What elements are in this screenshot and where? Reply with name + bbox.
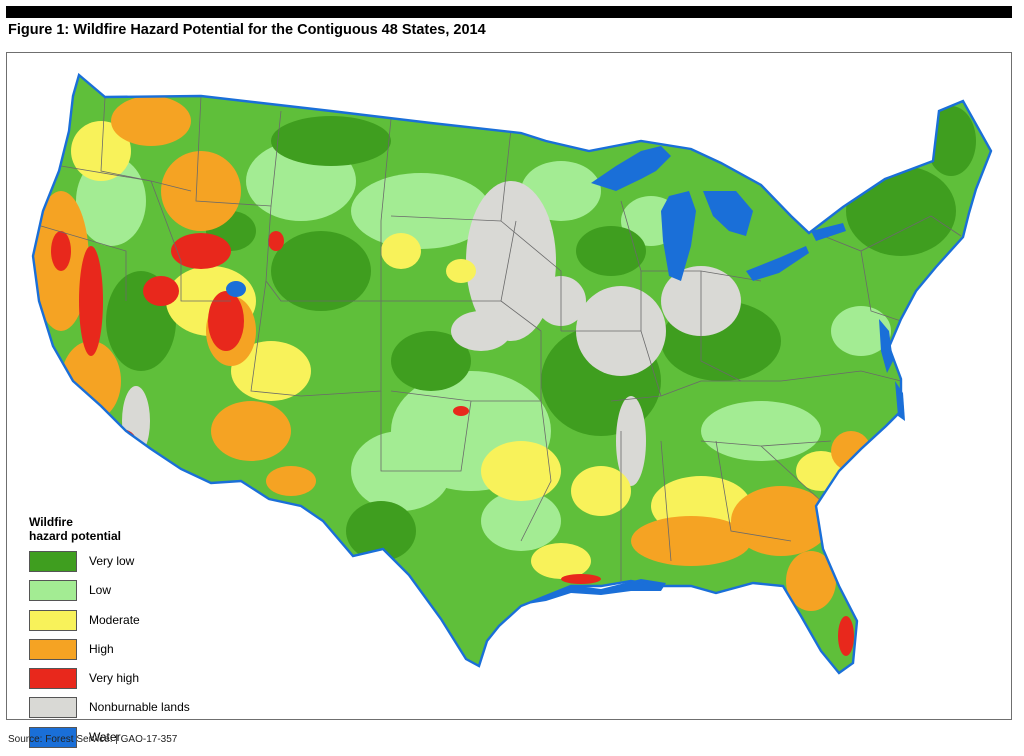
hazard-map: [31, 72, 993, 675]
legend-title-line1: Wildfire: [29, 515, 73, 529]
lake-superior: [591, 146, 671, 191]
legend-label-moderate: Moderate: [89, 612, 140, 627]
legend-swatch-very-high: [29, 668, 77, 690]
legend-label-water: Water: [89, 729, 121, 744]
lake-ontario: [811, 223, 846, 241]
legend-item-very-low: Very low: [29, 551, 229, 580]
legend-swatch-low: [29, 580, 77, 602]
legend-swatch-very-low: [29, 551, 77, 572]
state-borders: [40, 95, 962, 581]
great-salt-lake: [226, 281, 246, 297]
legend-label-very-high: Very high: [89, 671, 140, 686]
lake-michigan: [661, 191, 696, 281]
legend-title: Wildfire hazard potential: [29, 515, 229, 543]
top-rule: [6, 6, 1012, 18]
legend-label-low: Low: [89, 583, 112, 598]
legend-label-very-low: Very low: [89, 554, 135, 568]
legend-item-very-high: Very high: [29, 668, 229, 697]
legend-swatch-nonburnable: [29, 697, 77, 719]
us-outline: [31, 72, 993, 675]
water-bodies: [226, 146, 905, 605]
map-frame: Wildfire hazard potential Very low Low M…: [6, 52, 1012, 748]
map-legend: Wildfire hazard potential Very low Low M…: [29, 515, 229, 756]
lake-huron: [703, 191, 753, 236]
legend-label-nonburnable: Nonburnable lands: [89, 700, 190, 715]
source-note: Source: Forest Service. | GAO-17-357: [8, 734, 178, 745]
legend-label-high: High: [89, 641, 114, 656]
legend-item-low: Low: [29, 580, 229, 609]
legend-swatch-high: [29, 638, 77, 660]
legend-item-moderate: Moderate: [29, 609, 229, 639]
legend-item-high: High: [29, 638, 229, 668]
legend-item-nonburnable: Nonburnable lands: [29, 697, 229, 726]
figure-title: Figure 1: Wildfire Hazard Potential for …: [8, 22, 486, 38]
lake-erie: [746, 246, 809, 281]
legend-title-line2: hazard potential: [29, 529, 122, 543]
hazard-regions-very-high: [51, 231, 854, 656]
chesapeake-bay: [879, 319, 893, 373]
legend-swatch-moderate: [29, 609, 77, 631]
legend-swatch-water: [29, 726, 77, 748]
legend-item-water: Water: [29, 726, 229, 756]
gulf-coast-water: [521, 579, 666, 605]
